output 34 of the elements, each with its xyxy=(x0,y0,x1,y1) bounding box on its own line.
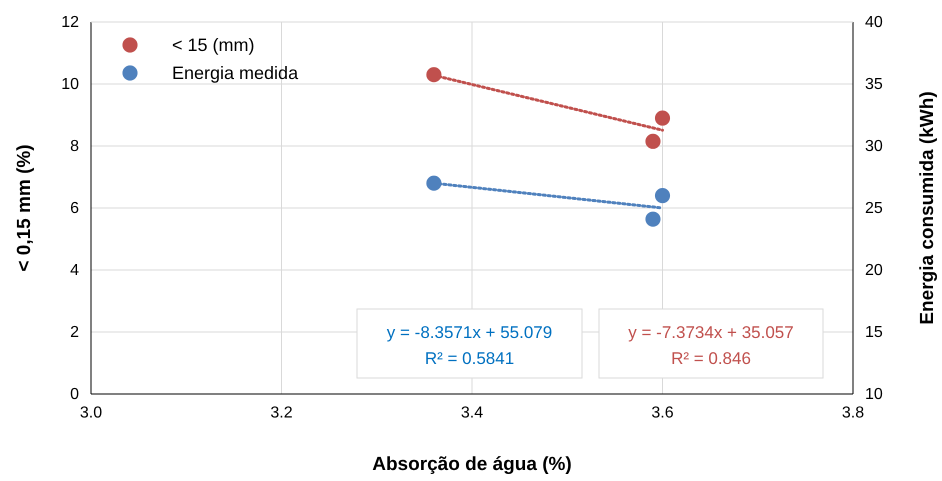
y2-axis-title: Energia consumida (kWh) xyxy=(917,91,938,325)
x-tick-label: 3.6 xyxy=(651,404,674,422)
y2-tick-label: 30 xyxy=(865,138,883,156)
equation-box: y = -7.3734x + 35.057 R² = 0.846 xyxy=(598,308,824,378)
point xyxy=(654,188,670,204)
point xyxy=(645,212,661,227)
y-tick-label: 2 xyxy=(70,324,80,342)
y2-tick-label: 20 xyxy=(865,262,883,280)
y2-tick-label: 10 xyxy=(865,386,883,404)
y-axis-title: < 0,15 mm (%) xyxy=(14,144,35,272)
y-tick-label: 0 xyxy=(70,386,80,404)
y2-tick-label: 35 xyxy=(865,76,883,94)
point xyxy=(654,110,670,126)
legend-label: Energia medida xyxy=(172,63,300,83)
x-tick-label: 3.2 xyxy=(270,404,293,422)
y-tick-label: 4 xyxy=(70,262,80,280)
annotation: R² = 0.5841 xyxy=(424,349,514,368)
y-tick-label: 8 xyxy=(70,138,80,156)
annotation: y = -7.3734x + 35.057 xyxy=(628,323,794,342)
y2-tick-label: 15 xyxy=(865,324,883,342)
annotation: y = -8.3571x + 55.079 xyxy=(386,323,552,342)
annotation: R² = 0.846 xyxy=(671,349,751,368)
y-tick-label: 6 xyxy=(70,200,80,218)
x-tick-label: 3.4 xyxy=(460,404,484,422)
equation-box: y = -8.3571x + 55.079 R² = 0.5841 xyxy=(356,308,582,378)
point xyxy=(645,134,661,149)
legend-label: < 15 (mm) xyxy=(172,35,255,55)
y-tick-label: 12 xyxy=(61,14,80,32)
y-tick-label: 10 xyxy=(61,76,80,94)
x-tick-label: 3.0 xyxy=(80,404,102,422)
x-axis-title: Absorção de água (%) xyxy=(372,454,572,475)
y2-tick-label: 25 xyxy=(865,200,883,218)
x-tick-label: 3.8 xyxy=(842,404,864,422)
y2-tick-label: 40 xyxy=(865,14,883,32)
